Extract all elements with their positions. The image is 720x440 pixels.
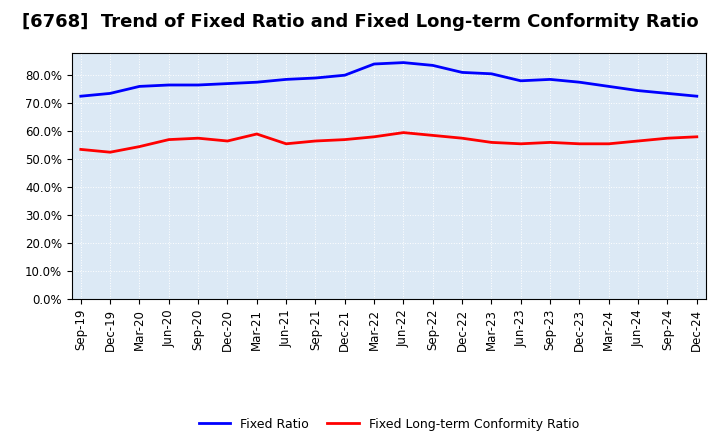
Fixed Long-term Conformity Ratio (223, 138, 232, 143)
Fixed Long-term Conformity Ratio (135, 144, 144, 149)
Fixed Long-term Conformity Ratio (341, 137, 349, 142)
Fixed Long-term Conformity Ratio (693, 134, 701, 139)
Line: Fixed Long-term Conformity Ratio: Fixed Long-term Conformity Ratio (81, 132, 697, 152)
Fixed Ratio (135, 84, 144, 89)
Fixed Ratio (76, 94, 85, 99)
Fixed Ratio (282, 77, 290, 82)
Fixed Long-term Conformity Ratio (546, 140, 554, 145)
Fixed Ratio (341, 73, 349, 78)
Fixed Long-term Conformity Ratio (106, 150, 114, 155)
Fixed Long-term Conformity Ratio (370, 134, 379, 139)
Fixed Ratio (311, 75, 320, 81)
Fixed Long-term Conformity Ratio (428, 133, 437, 138)
Fixed Ratio (223, 81, 232, 86)
Fixed Ratio (106, 91, 114, 96)
Fixed Long-term Conformity Ratio (253, 132, 261, 137)
Fixed Ratio (370, 61, 379, 66)
Fixed Long-term Conformity Ratio (399, 130, 408, 135)
Fixed Long-term Conformity Ratio (516, 141, 525, 147)
Fixed Ratio (605, 84, 613, 89)
Fixed Ratio (399, 60, 408, 65)
Fixed Long-term Conformity Ratio (487, 140, 496, 145)
Legend: Fixed Ratio, Fixed Long-term Conformity Ratio: Fixed Ratio, Fixed Long-term Conformity … (194, 413, 584, 436)
Fixed Ratio (164, 82, 173, 88)
Fixed Ratio (516, 78, 525, 84)
Fixed Ratio (428, 63, 437, 68)
Fixed Ratio (546, 77, 554, 82)
Fixed Long-term Conformity Ratio (634, 138, 642, 143)
Fixed Ratio (487, 71, 496, 77)
Fixed Ratio (253, 80, 261, 85)
Fixed Long-term Conformity Ratio (311, 138, 320, 143)
Fixed Ratio (663, 91, 672, 96)
Text: [6768]  Trend of Fixed Ratio and Fixed Long-term Conformity Ratio: [6768] Trend of Fixed Ratio and Fixed Lo… (22, 13, 698, 31)
Line: Fixed Ratio: Fixed Ratio (81, 62, 697, 96)
Fixed Long-term Conformity Ratio (76, 147, 85, 152)
Fixed Long-term Conformity Ratio (575, 141, 584, 147)
Fixed Ratio (575, 80, 584, 85)
Fixed Long-term Conformity Ratio (282, 141, 290, 147)
Fixed Long-term Conformity Ratio (458, 136, 467, 141)
Fixed Long-term Conformity Ratio (663, 136, 672, 141)
Fixed Ratio (458, 70, 467, 75)
Fixed Ratio (693, 94, 701, 99)
Fixed Long-term Conformity Ratio (194, 136, 202, 141)
Fixed Ratio (194, 82, 202, 88)
Fixed Long-term Conformity Ratio (605, 141, 613, 147)
Fixed Long-term Conformity Ratio (164, 137, 173, 142)
Fixed Ratio (634, 88, 642, 93)
